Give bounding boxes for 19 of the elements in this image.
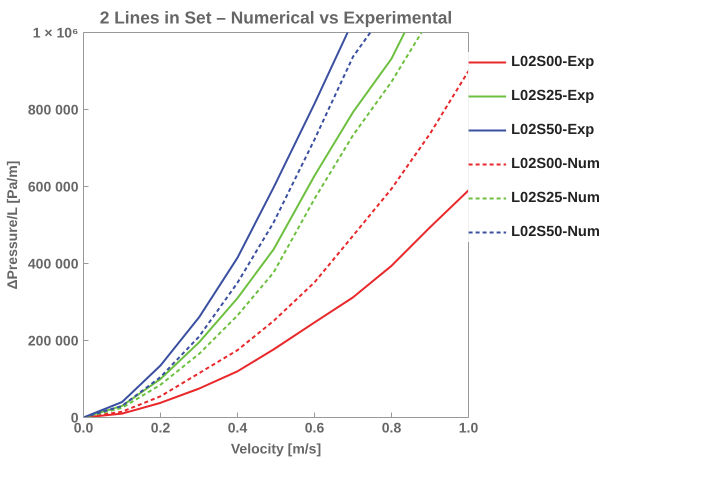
legend-label: L02S50-Num [511, 224, 600, 240]
x-tick-label: 0.8 [382, 420, 402, 436]
chart-title: 2 Lines in Set – Numerical vs Experimental [100, 8, 452, 28]
y-tick-label: 400 000 [28, 256, 79, 272]
y-tick-label: 200 000 [28, 332, 79, 348]
x-tick-label: 0.2 [150, 420, 170, 436]
legend-label: L02S25-Num [511, 190, 600, 206]
legend-label: L02S50-Exp [511, 122, 594, 138]
x-axis-title: Velocity [m/s] [230, 440, 322, 456]
legend-label: L02S25-Exp [511, 88, 594, 104]
y-axis-title: ΔPressure/L [Pa/m] [4, 160, 20, 290]
x-tick-label: 0.6 [304, 420, 324, 436]
legend-label: L02S00-Exp [511, 54, 594, 70]
y-tick-label: 600 000 [28, 178, 79, 194]
x-tick-label: 1.0 [458, 420, 478, 436]
y-tick-label: 800 000 [28, 102, 79, 118]
legend-label: L02S00-Num [511, 156, 600, 172]
x-tick-label: 0.4 [228, 420, 248, 436]
y-tick-label: 1 × 10⁶ [32, 24, 79, 40]
